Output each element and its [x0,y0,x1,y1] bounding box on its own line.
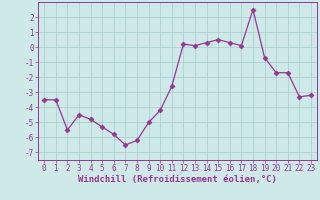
X-axis label: Windchill (Refroidissement éolien,°C): Windchill (Refroidissement éolien,°C) [78,175,277,184]
